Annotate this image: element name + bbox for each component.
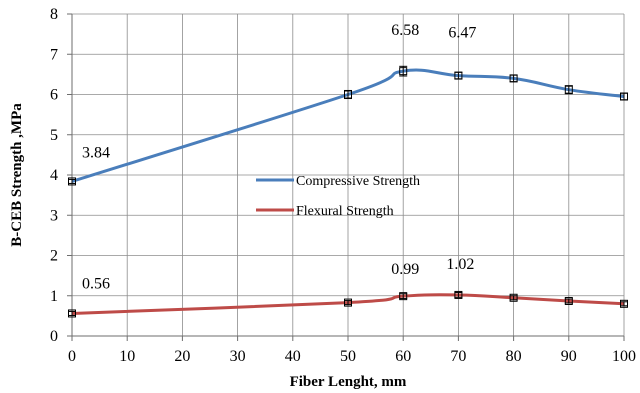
y-tick-label: 8: [50, 6, 58, 23]
y-tick-label: 1: [50, 288, 58, 305]
x-tick-label: 10: [119, 348, 135, 365]
x-tick-label: 70: [450, 348, 466, 365]
x-tick-label: 100: [612, 348, 636, 365]
legend: Compressive Strength Flexural Strength: [256, 174, 420, 219]
y-axis-title: B-CEB Strength ,MPa: [9, 103, 25, 247]
data-label: 6.47: [448, 25, 476, 42]
x-tick-label: 0: [68, 348, 76, 365]
x-tick-label: 90: [561, 348, 577, 365]
data-label: 0.56: [82, 275, 110, 292]
data-label: 0.99: [391, 261, 419, 278]
axes: 0 10 20 30 40 50 60 70 80 90 100 0 1 2 3 4 5 6 7 8: [50, 6, 636, 365]
data-labels: 3.84 6.58 6.47 0.56 0.99 1.02: [82, 22, 476, 292]
x-tick-label: 50: [340, 348, 356, 365]
series-2: [68, 290, 628, 318]
y-tick-label: 2: [50, 248, 58, 265]
data-point: [620, 299, 628, 308]
series-layer: [68, 65, 628, 318]
data-point: [344, 298, 352, 307]
x-tick-label: 80: [506, 348, 522, 365]
series-line: [71, 293, 625, 315]
x-tick-label: 20: [174, 348, 190, 365]
x-axis-title: Fiber Lenght, mm: [290, 374, 407, 390]
data-point: [620, 92, 628, 101]
y-tick-label: 6: [50, 87, 58, 104]
series-1: [68, 65, 628, 186]
x-tick-label: 60: [395, 348, 411, 365]
data-point: [399, 292, 408, 301]
y-tick-label: 5: [50, 127, 58, 144]
data-point: [564, 296, 573, 305]
data-point: [454, 290, 463, 299]
y-tick-label: 3: [50, 207, 58, 224]
y-tick-label: 4: [50, 167, 58, 184]
x-tick-label: 40: [285, 348, 301, 365]
data-point: [454, 71, 463, 80]
y-tick-label: 0: [50, 328, 58, 345]
data-label: 3.84: [82, 144, 110, 161]
data-label: 1.02: [446, 256, 474, 273]
legend-entry: Compressive Strength: [296, 174, 420, 189]
legend-entry: Flexural Strength: [296, 204, 394, 219]
data-point: [399, 67, 408, 76]
data-point: [509, 293, 518, 302]
data-point: [344, 90, 352, 99]
y-tick-label: 7: [50, 46, 58, 63]
data-point: [509, 74, 518, 83]
data-point: [68, 309, 76, 318]
x-tick-label: 30: [230, 348, 246, 365]
series-line: [71, 68, 625, 183]
data-point: [564, 85, 573, 94]
data-point: [68, 177, 76, 186]
data-label: 6.58: [391, 22, 419, 39]
